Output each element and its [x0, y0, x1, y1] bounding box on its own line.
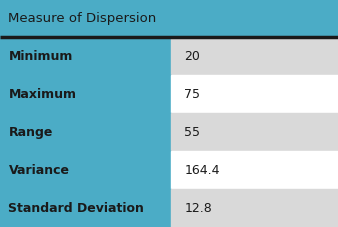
Text: Maximum: Maximum: [8, 88, 76, 101]
Text: 20: 20: [184, 50, 200, 63]
Bar: [0, 113, 171, 151]
Text: 55: 55: [184, 126, 200, 139]
Bar: [0, 189, 171, 227]
Text: Range: Range: [8, 126, 53, 139]
Text: Standard Deviation: Standard Deviation: [8, 202, 144, 215]
Bar: [171, 37, 338, 75]
Bar: [171, 75, 338, 113]
Bar: [0, 37, 171, 75]
Text: 164.4: 164.4: [184, 164, 220, 177]
Bar: [171, 113, 338, 151]
Text: 12.8: 12.8: [184, 202, 212, 215]
Text: Minimum: Minimum: [8, 50, 73, 63]
Text: 75: 75: [184, 88, 200, 101]
Bar: [171, 189, 338, 227]
Bar: [0, 151, 171, 189]
Text: Measure of Dispersion: Measure of Dispersion: [8, 12, 157, 25]
Bar: [0, 75, 171, 113]
Bar: [171, 151, 338, 189]
Text: Variance: Variance: [8, 164, 69, 177]
